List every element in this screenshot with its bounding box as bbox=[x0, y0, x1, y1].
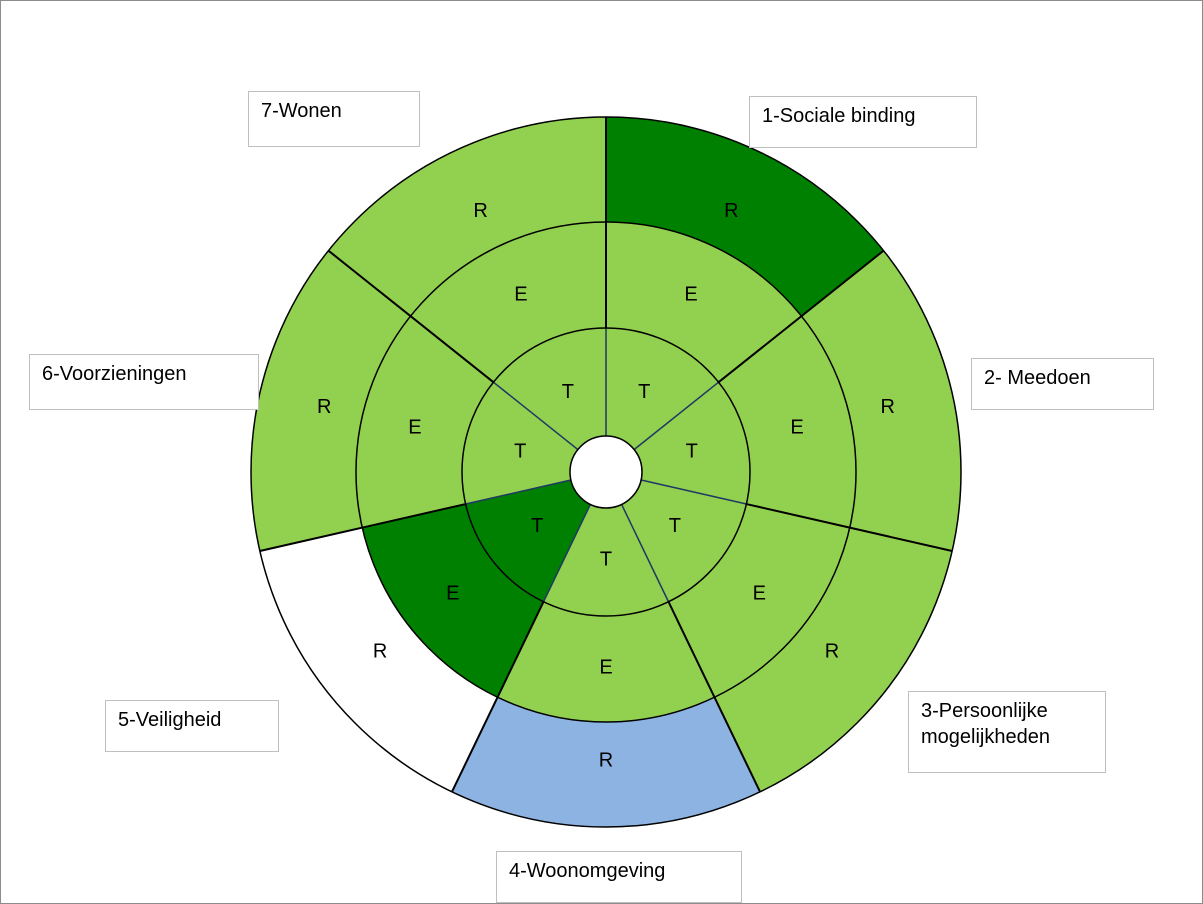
segment-1-middle-wedge bbox=[606, 222, 802, 383]
segment-4-outer-wedge bbox=[451, 697, 761, 827]
segment-7-outer-wedge bbox=[328, 116, 606, 317]
segment-7-middle-letter: E bbox=[514, 284, 527, 306]
spoke-inner-4 bbox=[620, 504, 670, 603]
segment-2-outer-wedge bbox=[801, 250, 961, 551]
middle-ring-circle bbox=[355, 221, 857, 723]
segment-4-middle-wedge bbox=[497, 601, 715, 722]
segment-label-3: 3-Persoonlijke mogelijkheden bbox=[908, 691, 1106, 773]
segment-1-outer-wedge bbox=[606, 117, 884, 317]
segment-6-middle-letter: E bbox=[408, 417, 421, 439]
outer-ring-circle bbox=[250, 116, 962, 828]
segment-6-outer-letter: R bbox=[317, 396, 331, 418]
segment-1-inner-letter: T bbox=[638, 381, 650, 403]
segment-label-4: 4-Woonomgeving bbox=[496, 851, 742, 903]
segment-label-2: 2- Meedoen bbox=[971, 358, 1154, 410]
segment-3-outer-letter: R bbox=[825, 640, 839, 662]
segment-3-inner-letter: T bbox=[669, 515, 681, 537]
segment-6-inner-wedge bbox=[462, 382, 578, 505]
spoke-inner-3 bbox=[640, 479, 747, 505]
segment-1-outer-letter: R bbox=[724, 200, 738, 222]
segment-5-outer-letter: R bbox=[373, 640, 387, 662]
segment-7-inner-letter: T bbox=[562, 381, 574, 403]
segment-5-outer-wedge bbox=[259, 527, 498, 792]
segment-3-outer-wedge bbox=[714, 527, 953, 792]
segment-label-5: 5-Veiligheid bbox=[105, 700, 279, 752]
segment-4-outer-letter: R bbox=[599, 749, 613, 771]
segment-4-inner-wedge bbox=[543, 504, 669, 616]
segment-5-inner-letter: T bbox=[531, 515, 543, 537]
segment-5-middle-wedge bbox=[362, 504, 544, 698]
segment-4-inner-letter: T bbox=[600, 548, 612, 570]
inner-ring-circle bbox=[461, 327, 751, 617]
segment-2-middle-letter: E bbox=[790, 417, 803, 439]
segment-2-inner-letter: T bbox=[686, 441, 698, 463]
segment-2-outer-letter: R bbox=[881, 396, 895, 418]
segment-3-middle-letter: E bbox=[753, 582, 766, 604]
segment-label-6: 6-Voorzieningen bbox=[29, 354, 259, 410]
spoke-inner-6 bbox=[465, 479, 572, 505]
segment-7-middle-wedge bbox=[410, 222, 606, 383]
segment-1-inner-wedge bbox=[606, 328, 719, 450]
segment-3-middle-wedge bbox=[668, 504, 850, 698]
hub-circle bbox=[569, 435, 643, 509]
segment-7-outer-letter: R bbox=[473, 200, 487, 222]
segment-5-inner-wedge bbox=[465, 480, 591, 602]
segment-3-inner-wedge bbox=[621, 480, 747, 602]
spoke-inner-2 bbox=[633, 381, 720, 451]
segment-6-inner-letter: T bbox=[514, 441, 526, 463]
segment-label-1: 1-Sociale binding bbox=[749, 96, 977, 148]
segment-6-outer-wedge bbox=[251, 250, 411, 551]
segment-7-inner-wedge bbox=[493, 328, 606, 450]
segment-1-middle-letter: E bbox=[684, 284, 697, 306]
spoke-inner-7 bbox=[492, 381, 579, 451]
segment-2-inner-wedge bbox=[634, 382, 750, 505]
spoke-inner-5 bbox=[542, 504, 592, 603]
segment-6-middle-wedge bbox=[356, 316, 494, 528]
segment-4-middle-letter: E bbox=[599, 656, 612, 678]
segment-5-middle-letter: E bbox=[446, 582, 459, 604]
segment-2-middle-wedge bbox=[718, 316, 857, 528]
segment-label-7: 7-Wonen bbox=[248, 91, 420, 147]
